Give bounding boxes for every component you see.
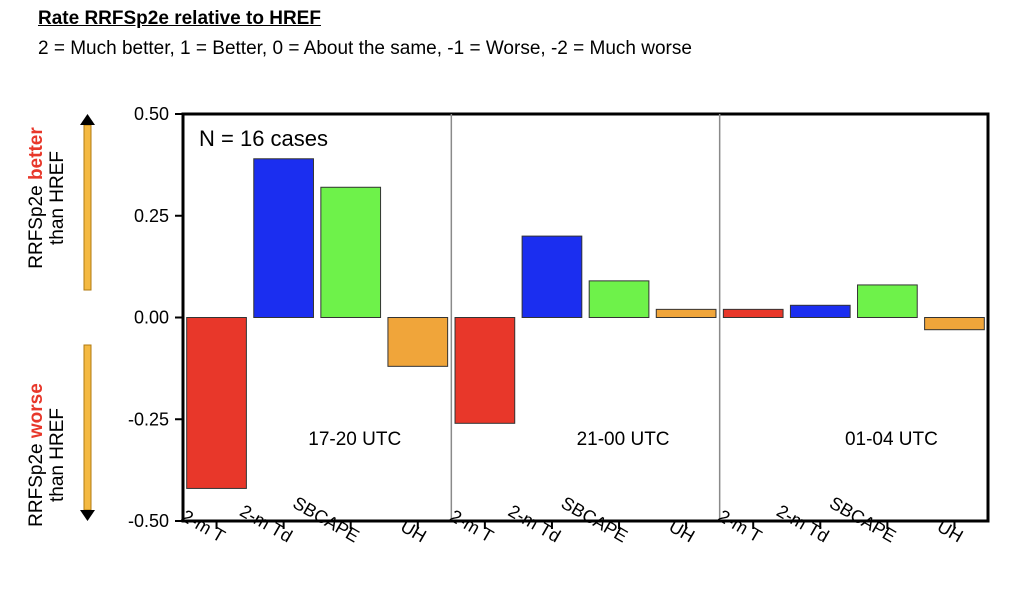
bar-2-m-td — [253, 158, 314, 318]
x-tick-label: 2-m Td — [237, 501, 296, 547]
y-axis: 0.50 0.25 0.00 -0.25 -0.50 — [128, 104, 183, 531]
n-cases-annotation: N = 16 cases — [199, 126, 328, 151]
worse-arrow — [80, 344, 95, 521]
panel-labels: 17-20 UTC 21-00 UTC 01-04 UTC — [308, 429, 938, 450]
panel-dividers — [450, 114, 721, 521]
bar-uh — [924, 317, 985, 331]
x-tick-label: 2-m T — [715, 506, 765, 547]
y-tick-label: -0.50 — [128, 511, 169, 531]
panel-label: 21-00 UTC — [577, 429, 670, 450]
better-side-label-line2: than HREF — [47, 151, 68, 245]
bar-sbcape — [857, 284, 918, 319]
worse-side-label-line1: RRFSp2e worse — [26, 383, 47, 527]
y-tick-label: 0.25 — [134, 206, 169, 226]
x-tick-label: 2-m T — [178, 506, 228, 547]
x-tick-label: 2-m Td — [773, 501, 832, 547]
bar-uh — [655, 308, 717, 318]
bar-uh — [387, 317, 449, 367]
bar-2-m-t — [454, 317, 516, 424]
bar-2-m-t — [186, 317, 247, 489]
page-title: Rate RRFSp2e relative to HREF — [38, 8, 321, 29]
panel-label: 01-04 UTC — [845, 429, 938, 450]
better-side-label-line1: RRFSp2e better — [26, 127, 47, 269]
page-subtitle: 2 = Much better, 1 = Better, 0 = About t… — [38, 38, 692, 59]
y-tick-label: -0.25 — [128, 409, 169, 429]
x-tick-label: 2-m T — [446, 506, 496, 547]
panel-label: 17-20 UTC — [308, 429, 401, 450]
bar-sbcape — [320, 186, 382, 318]
bars-layer — [186, 158, 985, 489]
bar-2-m-t — [722, 308, 784, 318]
better-arrow — [80, 114, 95, 291]
bar-2-m-td — [789, 304, 851, 319]
worse-side-label-line2: than HREF — [47, 408, 68, 502]
x-tick-label: 2-m Td — [505, 501, 564, 547]
bar-sbcape — [588, 280, 650, 318]
bar-2-m-td — [521, 235, 583, 319]
y-tick-label: 0.00 — [134, 308, 169, 328]
y-tick-label: 0.50 — [134, 104, 169, 124]
